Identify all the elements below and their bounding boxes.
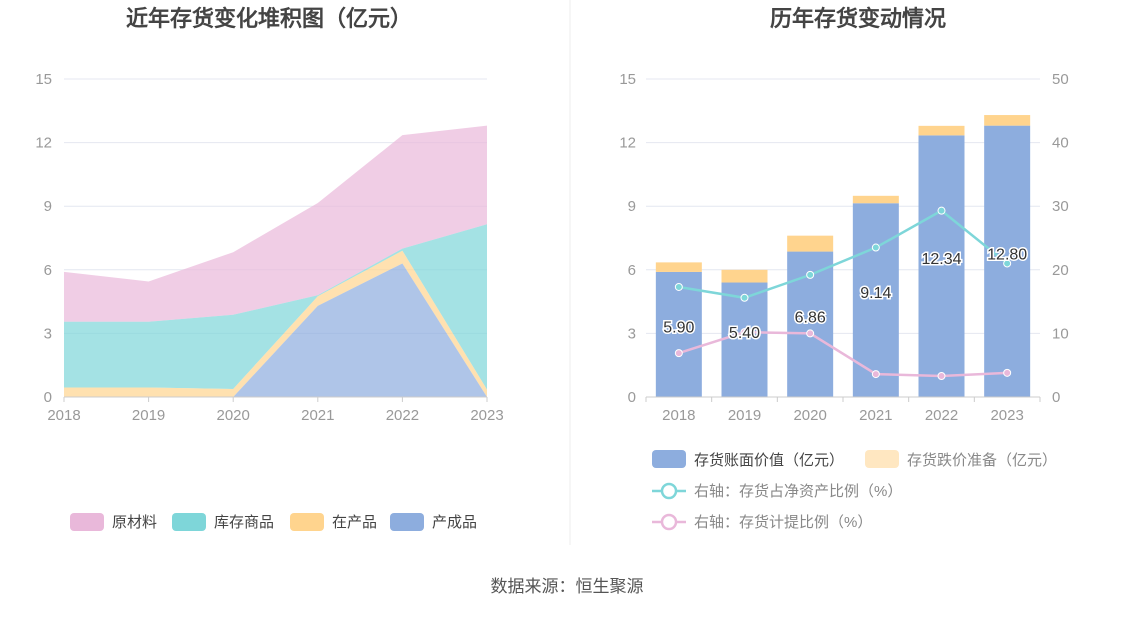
bar-value-label: 12.34: [921, 251, 961, 268]
bar-impairment: [721, 269, 768, 283]
left-x-tick-label: 2019: [132, 407, 165, 424]
left-y-tick-label: 3: [44, 325, 52, 342]
area-原材料: [64, 125, 487, 322]
left-y-tick-label: 15: [35, 71, 52, 88]
left-legend-label: 库存商品: [214, 514, 274, 531]
left-y-tick-label: 6: [44, 262, 52, 279]
right-legend-swatch: [865, 450, 899, 468]
bar-book-value: [655, 271, 702, 397]
line-point-0: [1003, 259, 1012, 268]
right-x-tick-label: 2023: [990, 407, 1023, 424]
right-y2-tick-label: 50: [1052, 71, 1069, 88]
stacked-bar-line-chart: 历年存货变动情况 0 3 6 9 12 15 0 10 20 30 40 50 5.90 5.40 6.86 9…: [619, 6, 1068, 531]
left-x-tick-label: 2023: [470, 407, 503, 424]
left-legend-label: 原材料: [112, 514, 157, 531]
right-y-tick-label: 6: [628, 262, 636, 279]
right-x-tick-label: 2021: [859, 407, 892, 424]
left-legend-swatch: [70, 513, 104, 531]
line-point-1: [871, 370, 880, 379]
right-legend-label: 右轴：存货占净资产比例（%）: [694, 483, 902, 500]
left-x-tick-label: 2021: [301, 407, 334, 424]
bar-value-label: 6.86: [795, 309, 826, 326]
right-y-tick-label: 9: [628, 198, 636, 215]
left-x-tick-label: 2022: [386, 407, 419, 424]
line-point-1: [1003, 368, 1012, 377]
line-point-0: [674, 282, 683, 291]
line-series-0: [678, 209, 1008, 300]
right-y-tick-label: 0: [628, 389, 636, 406]
line-point-1: [740, 328, 749, 337]
right-x-tick-label: 2020: [793, 407, 826, 424]
right-y2-tick-label: 0: [1052, 389, 1060, 406]
left-y-tick-label: 12: [35, 135, 52, 152]
right-x-tick-label: 2022: [925, 407, 958, 424]
right-y2-tick-label: 40: [1052, 135, 1069, 152]
line-point-1: [937, 372, 946, 381]
line-point-0: [806, 270, 815, 279]
left-y-tick-label: 9: [44, 198, 52, 215]
right-legend-marker: [660, 482, 678, 500]
left-x-tick-label: 2020: [217, 407, 250, 424]
source-note: 数据来源：恒生聚源: [491, 577, 644, 596]
left-y-tick-label: 0: [44, 389, 52, 406]
right-x-tick-label: 2019: [728, 407, 761, 424]
line-point-0: [740, 293, 749, 302]
bar-impairment: [984, 115, 1031, 126]
right-y-tick-label: 3: [628, 325, 636, 342]
right-y2-tick-label: 30: [1052, 198, 1069, 215]
area-库存商品: [64, 224, 487, 390]
left-legend-swatch: [390, 513, 424, 531]
left-legend-label: 在产品: [332, 514, 377, 531]
line-point-1: [674, 349, 683, 358]
line-point-0: [937, 206, 946, 215]
right-legend-swatch: [652, 450, 686, 468]
right-y-tick-label: 15: [619, 71, 636, 88]
bar-value-label: 9.14: [860, 285, 891, 302]
right-y-tick-label: 12: [619, 135, 636, 152]
bar-impairment: [918, 125, 965, 136]
bar-value-label: 12.80: [987, 246, 1027, 263]
line-series-1: [678, 330, 1008, 378]
right-y2-tick-label: 20: [1052, 262, 1069, 279]
bar-impairment: [655, 262, 702, 272]
bar-impairment: [852, 195, 899, 204]
left-chart-title: 近年存货变化堆积图（亿元）: [126, 6, 412, 31]
right-legend-label: 存货账面价值（亿元）: [694, 452, 844, 469]
bar-impairment: [787, 235, 834, 252]
bar-book-value: [918, 135, 965, 397]
bar-value-label: 5.40: [729, 325, 760, 342]
right-legend-label: 右轴：存货计提比例（%）: [694, 514, 872, 531]
bar-value-label: 5.90: [663, 319, 694, 336]
right-x-tick-label: 2018: [662, 407, 695, 424]
left-legend-label: 产成品: [432, 514, 477, 531]
stacked-area-chart: 近年存货变化堆积图（亿元） 0 3 6 9 12 15 2018 2019 2020 2021 202…: [35, 6, 504, 531]
line-point-1: [806, 329, 815, 338]
right-chart-title: 历年存货变动情况: [770, 6, 946, 31]
left-legend-swatch: [290, 513, 324, 531]
area-产成品: [64, 263, 487, 397]
left-legend-swatch: [172, 513, 206, 531]
right-legend-marker: [660, 513, 678, 531]
right-y2-tick-label: 10: [1052, 325, 1069, 342]
left-x-tick-label: 2018: [47, 407, 80, 424]
line-point-0: [871, 243, 880, 252]
right-legend-label: 存货跌价准备（亿元）: [907, 452, 1057, 469]
